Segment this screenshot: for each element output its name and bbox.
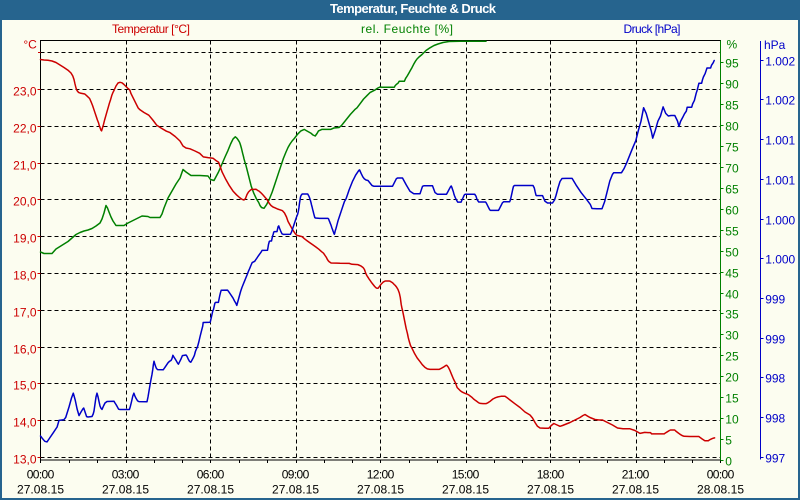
svg-text:1.001: 1.001	[765, 134, 795, 148]
svg-text:21:00: 21:00	[622, 467, 650, 481]
svg-text:17,0: 17,0	[13, 306, 37, 320]
svg-text:Temperatur, Feuchte & Druck: Temperatur, Feuchte & Druck	[330, 1, 497, 16]
svg-text:997: 997	[765, 452, 785, 466]
svg-text:27.08.15: 27.08.15	[612, 483, 659, 497]
svg-text:00:00: 00:00	[27, 467, 55, 481]
svg-text:27.08.15: 27.08.15	[357, 483, 404, 497]
svg-text:13,0: 13,0	[13, 453, 37, 467]
svg-text:998: 998	[765, 372, 785, 386]
svg-text:75: 75	[725, 141, 739, 155]
svg-text:999: 999	[765, 293, 785, 307]
svg-text:%: %	[727, 38, 738, 52]
svg-text:18,0: 18,0	[13, 269, 37, 283]
svg-text:rel. Feuchte [%]: rel. Feuchte [%]	[361, 22, 453, 36]
svg-text:85: 85	[725, 99, 739, 113]
svg-text:22,0: 22,0	[13, 122, 37, 136]
svg-text:27.08.15: 27.08.15	[17, 483, 64, 497]
svg-text:15,0: 15,0	[13, 379, 37, 393]
svg-text:hPa: hPa	[764, 38, 786, 52]
svg-text:90: 90	[725, 78, 739, 92]
svg-text:60: 60	[725, 204, 739, 218]
svg-text:10: 10	[725, 413, 739, 427]
svg-text:00:00: 00:00	[707, 467, 735, 481]
svg-text:Temperatur [°C]: Temperatur [°C]	[112, 22, 190, 36]
svg-text:1.000: 1.000	[765, 253, 795, 267]
svg-text:65: 65	[725, 183, 739, 197]
svg-text:40: 40	[725, 288, 739, 302]
svg-text:16,0: 16,0	[13, 343, 37, 357]
svg-text:12:00: 12:00	[367, 467, 395, 481]
svg-text:998: 998	[765, 412, 785, 426]
svg-text:14,0: 14,0	[13, 416, 37, 430]
svg-text:25: 25	[725, 350, 739, 364]
svg-text:80: 80	[725, 120, 739, 134]
svg-text:27.08.15: 27.08.15	[102, 483, 149, 497]
svg-text:70: 70	[725, 162, 739, 176]
svg-text:27.08.15: 27.08.15	[442, 483, 489, 497]
svg-text:27.08.15: 27.08.15	[187, 483, 234, 497]
svg-text:20,0: 20,0	[13, 195, 37, 209]
svg-text:15:00: 15:00	[452, 467, 480, 481]
svg-text:95: 95	[725, 57, 739, 71]
svg-text:55: 55	[725, 225, 739, 239]
svg-text:15: 15	[725, 392, 739, 406]
svg-text:35: 35	[725, 308, 739, 322]
svg-text:5: 5	[725, 434, 732, 448]
svg-text:50: 50	[725, 246, 739, 260]
svg-text:1.002: 1.002	[765, 55, 795, 69]
svg-text:30: 30	[725, 329, 739, 343]
svg-text:18:00: 18:00	[537, 467, 565, 481]
svg-text:27.08.15: 27.08.15	[527, 483, 574, 497]
svg-text:21,0: 21,0	[13, 159, 37, 173]
svg-text:1.001: 1.001	[765, 174, 795, 188]
svg-text:23,0: 23,0	[13, 85, 37, 99]
svg-text:1.000: 1.000	[765, 214, 795, 228]
svg-text:06:00: 06:00	[197, 467, 225, 481]
svg-text:1.002: 1.002	[765, 94, 795, 108]
svg-text:999: 999	[765, 333, 785, 347]
svg-text:Druck [hPa]: Druck [hPa]	[624, 22, 681, 36]
svg-text:°C: °C	[23, 38, 37, 52]
svg-text:45: 45	[725, 267, 739, 281]
svg-text:27.08.15: 27.08.15	[272, 483, 319, 497]
svg-text:28.08.15: 28.08.15	[697, 483, 744, 497]
svg-text:03:00: 03:00	[112, 467, 140, 481]
svg-text:0: 0	[725, 455, 732, 469]
svg-text:09:00: 09:00	[282, 467, 310, 481]
svg-text:19,0: 19,0	[13, 232, 37, 246]
svg-text:20: 20	[725, 371, 739, 385]
